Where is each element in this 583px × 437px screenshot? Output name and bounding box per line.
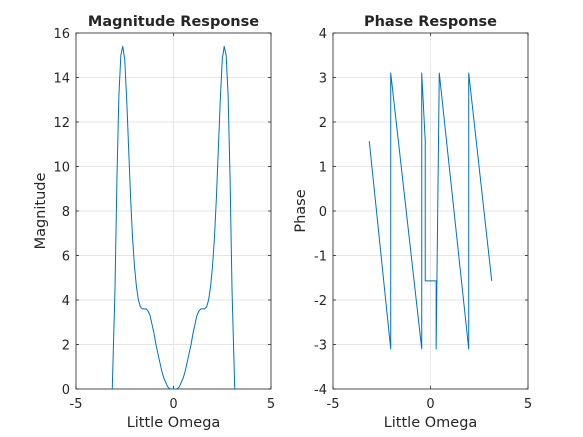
chart-title: Phase Response (364, 14, 497, 30)
x-tick-label: 5 (267, 397, 275, 412)
y-tick-label: 8 (62, 205, 70, 220)
y-tick-label: 4 (62, 294, 70, 309)
x-tick-label: -5 (327, 397, 340, 412)
series-line (111, 45, 236, 390)
y-tick-label: 2 (319, 116, 327, 131)
y-tick-label: -1 (314, 250, 327, 265)
y-tick-label: 6 (62, 250, 70, 265)
series-line (368, 72, 493, 350)
y-tick-label: 12 (53, 116, 70, 131)
y-tick-label: 0 (319, 205, 327, 220)
y-axis-label: Phase (293, 189, 309, 232)
y-axis-label: Magnitude (33, 173, 49, 250)
y-tick-label: 1 (319, 161, 327, 176)
x-tick-label: 5 (524, 397, 532, 412)
y-tick-label: 2 (62, 339, 70, 354)
y-tick-label: 10 (53, 161, 70, 176)
y-tick-label: -3 (314, 339, 327, 354)
x-tick-label: 0 (426, 397, 434, 412)
y-tick-label: -2 (314, 294, 327, 309)
y-tick-label: 4 (319, 27, 327, 42)
y-tick-label: 14 (53, 72, 70, 87)
chart-panel-2: -5 0 5 -4 -3 -2 -1 0 1 2 3 4 Phase Response Little Om… (293, 14, 532, 431)
y-tick-label: 16 (53, 27, 70, 42)
y-tick-label: 0 (62, 383, 70, 398)
chart-title: Magnitude Response (88, 14, 259, 30)
x-axis-label: Little Omega (127, 415, 221, 431)
x-axis-label: Little Omega (384, 415, 478, 431)
x-tick-label: -5 (70, 397, 83, 412)
y-tick-label: -4 (314, 383, 327, 398)
y-tick-label: 3 (319, 72, 327, 87)
x-tick-label: 0 (169, 397, 177, 412)
